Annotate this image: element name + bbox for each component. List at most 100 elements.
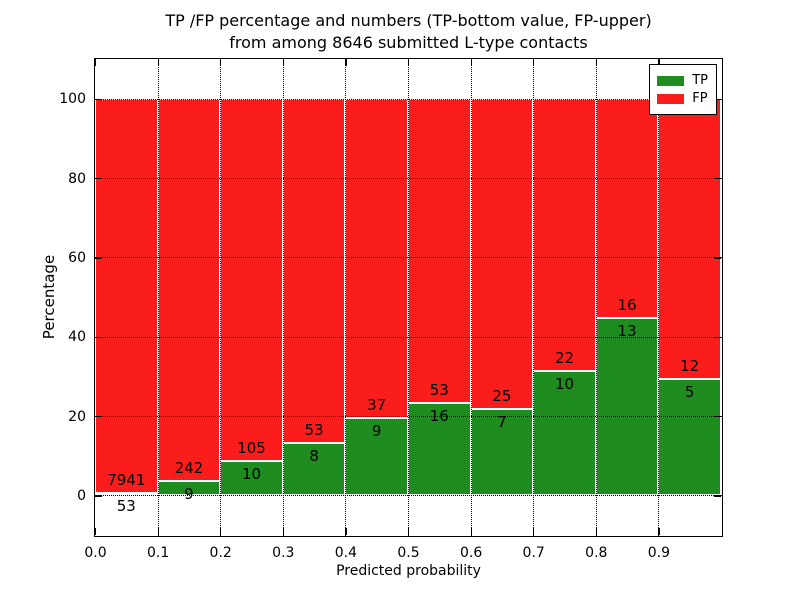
fp-count-label: 16 <box>617 295 637 314</box>
tp-count-label: 7 <box>497 412 507 431</box>
fp-count-label: 37 <box>367 395 387 414</box>
tp-count-label: 10 <box>554 375 575 394</box>
legend-entry-tp: TP <box>657 73 708 88</box>
tp-bar-segment <box>533 371 596 496</box>
x-tick-mark <box>282 528 284 535</box>
y-tick-label: 100 <box>59 91 86 108</box>
legend: TP FP <box>649 64 717 115</box>
x-tick-mark-top <box>658 59 660 66</box>
x-tick-mark <box>220 528 222 535</box>
x-tick-label: 0.4 <box>334 545 358 561</box>
x-tick-mark-top <box>282 59 284 66</box>
fp-count-label: 242 <box>174 459 204 478</box>
y-tick-mark-right <box>714 257 721 259</box>
fp-bar-segment <box>595 98 659 318</box>
y-tick-label: 40 <box>68 329 86 346</box>
fp-bar-segment <box>95 98 158 493</box>
v-gridline <box>157 59 159 536</box>
v-gridline <box>220 59 222 536</box>
x-tick-label: 0.8 <box>585 545 608 561</box>
x-tick-mark-top <box>595 59 597 66</box>
y-tick-mark <box>95 178 102 180</box>
x-tick-label: 0.2 <box>209 545 232 561</box>
tp-count-label: 13 <box>617 321 637 340</box>
tp-bar-segment <box>470 408 534 496</box>
tp-bar-segment <box>408 403 471 496</box>
x-tick-mark <box>595 528 597 535</box>
y-tick-label: 60 <box>68 249 86 266</box>
y-tick-label: 0 <box>77 487 86 504</box>
y-tick-mark <box>95 257 102 259</box>
legend-label: FP <box>692 91 708 106</box>
fp-count-label: 105 <box>237 438 266 457</box>
tp-count-label: 5 <box>684 382 695 401</box>
x-tick-label: 0.1 <box>146 545 170 561</box>
x-tick-mark-top <box>408 59 410 66</box>
v-gridline <box>595 59 597 536</box>
x-tick-mark-top <box>220 59 222 66</box>
tp-count-label: 9 <box>371 421 382 440</box>
legend-entry-fp: FP <box>657 91 708 106</box>
fp-bar-segment <box>220 98 283 461</box>
tp-count-label: 10 <box>241 464 262 483</box>
fp-bar-segment <box>408 98 471 404</box>
tp-bar-segment <box>658 378 721 496</box>
fp-count-label: 7941 <box>107 470 146 489</box>
y-tick-mark <box>95 495 102 497</box>
x-tick-mark-top <box>95 59 97 66</box>
x-tick-mark <box>533 528 535 535</box>
v-gridline <box>408 59 409 536</box>
x-tick-label: 0.3 <box>272 545 295 561</box>
y-tick-mark <box>95 336 102 338</box>
fp-count-label: 12 <box>680 356 700 375</box>
y-tick-mark-right <box>714 98 721 100</box>
v-gridline <box>658 59 660 536</box>
fp-count-label: 53 <box>304 421 324 440</box>
fp-bar-segment <box>533 98 596 372</box>
v-gridline <box>345 59 347 536</box>
x-tick-mark <box>157 528 159 535</box>
x-tick-mark-top <box>533 59 535 66</box>
x-tick-label: 0.5 <box>397 545 420 561</box>
x-tick-label: 0.6 <box>459 545 483 561</box>
plot-area: 7941 53 242 9 105 10 53 8 37 9 53 16 25 7 22 10 16 13 12 5 … <box>94 58 723 537</box>
chart-title-line1: TP /FP percentage and numbers (TP-bottom… <box>165 11 652 30</box>
x-tick-mark-top <box>345 59 347 66</box>
fp-count-label: 25 <box>492 386 512 405</box>
x-tick-mark <box>658 528 660 535</box>
x-tick-mark <box>470 528 472 535</box>
fp-count-label: 53 <box>429 381 449 400</box>
chart-title-line2: from among 8646 submitted L-type contact… <box>229 33 588 52</box>
x-tick-label: 0.7 <box>522 545 545 561</box>
y-tick-label: 20 <box>68 408 86 425</box>
tp-bar-segment <box>95 492 158 496</box>
fp-bar-segment <box>658 98 721 379</box>
y-tick-mark <box>95 98 102 100</box>
v-gridline <box>282 59 284 536</box>
y-tick-mark-right <box>714 336 721 338</box>
x-tick-mark-top <box>470 59 472 66</box>
tp-count-label: 53 <box>116 496 136 515</box>
y-tick-mark-right <box>714 495 721 497</box>
x-tick-mark-top <box>157 59 159 66</box>
fp-legend-swatch <box>657 93 685 104</box>
x-axis-label: Predicted probability <box>336 563 481 579</box>
x-tick-mark <box>345 528 347 535</box>
chart-title: TP /FP percentage and numbers (TP-bottom… <box>94 10 723 54</box>
y-tick-label: 80 <box>68 170 86 187</box>
legend-label: TP <box>692 73 708 88</box>
fp-bar-segment <box>470 98 534 409</box>
x-tick-mark <box>95 528 97 535</box>
tp-legend-swatch <box>657 75 685 86</box>
fp-bar-segment <box>157 98 221 482</box>
v-gridline <box>533 59 535 536</box>
y-axis-label: Percentage <box>40 254 58 340</box>
x-tick-label: 0.9 <box>647 545 671 561</box>
tp-count-label: 16 <box>429 407 449 426</box>
tp-bar-segment <box>345 417 408 496</box>
tp-count-label: 9 <box>184 485 194 504</box>
y-tick-mark-right <box>714 178 721 180</box>
x-tick-label: 0.0 <box>84 545 107 561</box>
v-gridline <box>470 59 472 536</box>
